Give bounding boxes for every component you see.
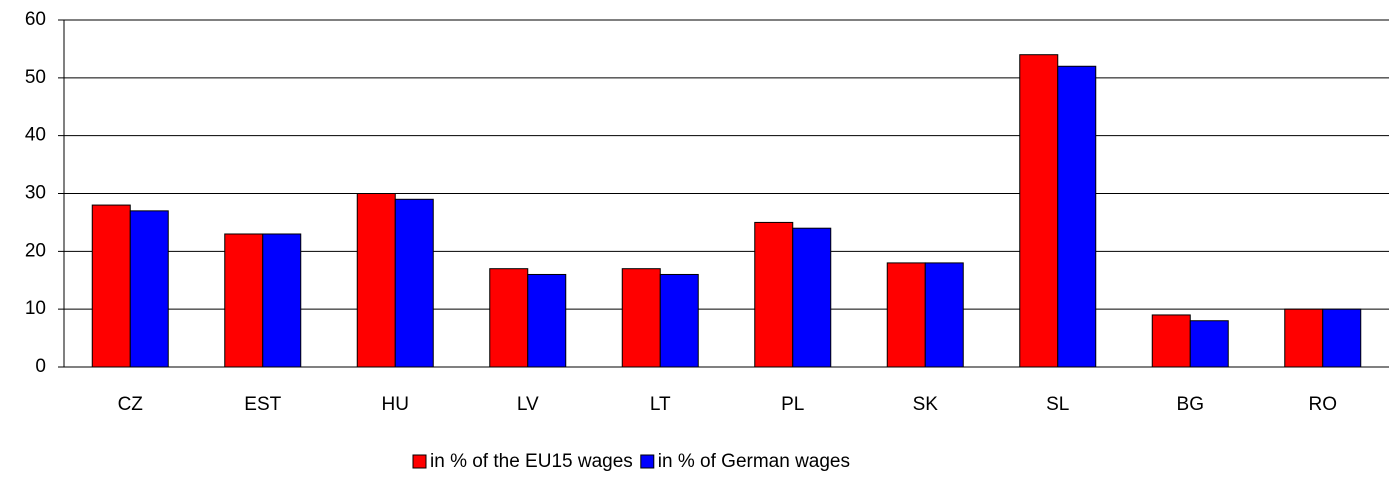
legend-label: in % of the EU15 wages bbox=[430, 451, 633, 472]
x-tick-label: SL bbox=[1046, 394, 1069, 415]
y-tick-label: 10 bbox=[25, 298, 46, 319]
x-tick-label: HU bbox=[382, 394, 409, 415]
bar bbox=[621, 268, 661, 368]
y-tick-label: 60 bbox=[25, 9, 46, 30]
legend-swatch bbox=[640, 454, 655, 469]
x-tick-label: RO bbox=[1309, 394, 1338, 415]
y-tick-label: 30 bbox=[25, 183, 46, 204]
bar bbox=[924, 262, 964, 368]
x-tick-label: SK bbox=[913, 394, 939, 415]
bar bbox=[754, 221, 794, 368]
bar bbox=[1151, 314, 1191, 368]
bar bbox=[224, 233, 264, 368]
bar bbox=[659, 273, 699, 368]
bar bbox=[356, 193, 396, 368]
x-tick-label: LT bbox=[650, 394, 671, 415]
bar bbox=[1189, 320, 1229, 368]
bar bbox=[1057, 65, 1097, 368]
x-tick-label: BG bbox=[1177, 394, 1204, 415]
bar bbox=[1322, 308, 1362, 368]
bar bbox=[886, 262, 926, 368]
y-tick-label: 40 bbox=[25, 125, 46, 146]
bar bbox=[91, 204, 131, 368]
legend-label: in % of German wages bbox=[658, 451, 850, 472]
x-tick-label: EST bbox=[244, 394, 281, 415]
x-tick-label: LV bbox=[517, 394, 539, 415]
legend-swatch bbox=[412, 454, 427, 469]
bar bbox=[489, 268, 529, 368]
bar bbox=[1284, 308, 1324, 368]
bar bbox=[394, 198, 434, 368]
bar bbox=[527, 273, 567, 368]
bar bbox=[262, 233, 302, 368]
x-tick-label: CZ bbox=[118, 394, 144, 415]
y-tick-label: 50 bbox=[25, 67, 46, 88]
bar bbox=[1019, 54, 1059, 368]
x-tick-label: PL bbox=[781, 394, 804, 415]
y-tick-label: 0 bbox=[35, 356, 46, 377]
bar bbox=[129, 210, 169, 368]
y-tick-label: 20 bbox=[25, 240, 46, 261]
bar bbox=[792, 227, 832, 368]
